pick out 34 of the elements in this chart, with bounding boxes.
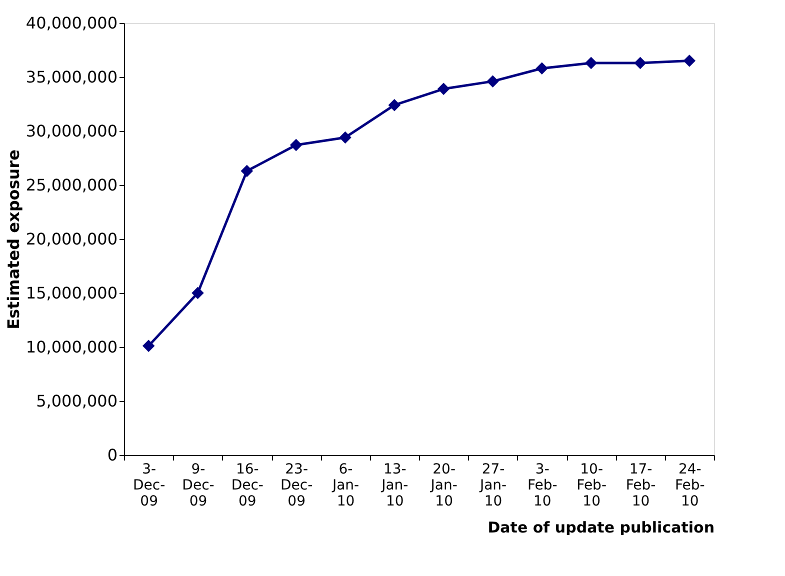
x-tick-label: 3-Dec-09 bbox=[133, 462, 166, 510]
y-axis-title: Estimated exposure bbox=[4, 149, 23, 330]
point bbox=[486, 75, 499, 88]
y-tick-label: 15,000,000 bbox=[26, 284, 118, 302]
y-tick-label: 25,000,000 bbox=[26, 176, 118, 194]
point bbox=[388, 98, 401, 112]
x-tick-label: 27-Jan-10 bbox=[478, 462, 507, 510]
point bbox=[634, 56, 646, 70]
x-tick-label: 9-Dec-09 bbox=[182, 462, 214, 510]
point bbox=[339, 131, 352, 144]
y-tick-label: 30,000,000 bbox=[26, 122, 118, 140]
y-tick-label: 35,000,000 bbox=[26, 68, 118, 86]
x-tick-label: 10-Feb-10 bbox=[576, 462, 607, 510]
x-tick-label: 3-Feb-10 bbox=[527, 462, 558, 510]
x-tick-label: 6-Jan-10 bbox=[331, 462, 360, 510]
y-tick-label: 5,000,000 bbox=[36, 392, 118, 410]
point bbox=[192, 286, 204, 300]
point bbox=[240, 164, 254, 178]
x-tick-label: 16-Dec-09 bbox=[231, 462, 264, 510]
x-tick-label: 20-Jan-10 bbox=[430, 462, 458, 510]
point bbox=[437, 82, 450, 96]
x-tick-label: 17-Feb-10 bbox=[626, 462, 656, 510]
point bbox=[584, 56, 598, 70]
point bbox=[536, 62, 548, 74]
point bbox=[142, 340, 155, 352]
x-tick-label: 13-Jan-10 bbox=[380, 462, 408, 510]
y-tick-label: 40,000,000 bbox=[26, 14, 118, 32]
y-tick-label: 10,000,000 bbox=[26, 338, 118, 356]
y-tick-label: 0 bbox=[107, 446, 118, 464]
point bbox=[290, 138, 302, 152]
point bbox=[683, 54, 696, 67]
x-tick-label: 24-Feb-10 bbox=[674, 462, 705, 510]
y-tick-label: 20,000,000 bbox=[26, 230, 118, 248]
x-tick-label: 23-Dec-09 bbox=[280, 462, 313, 510]
